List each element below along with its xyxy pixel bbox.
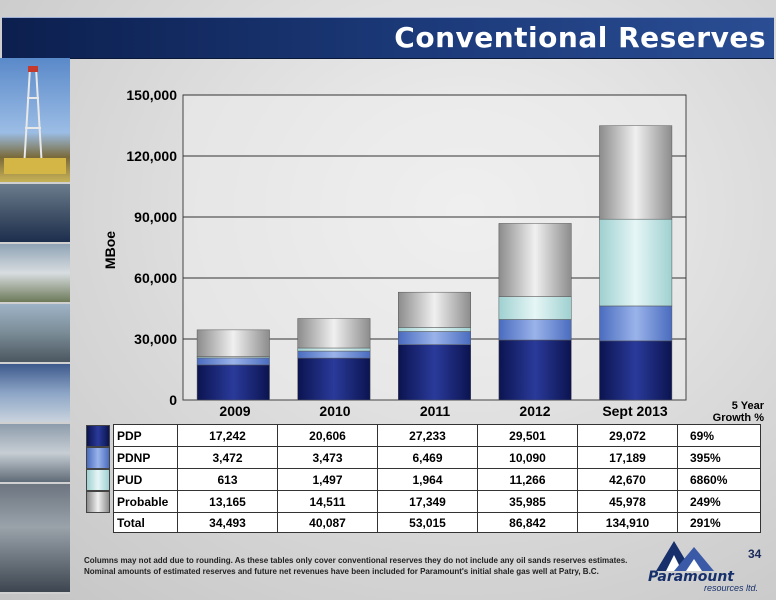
bars — [196, 125, 673, 401]
table-cell: 86,842 — [477, 512, 578, 533]
category-header-2011: 2011 — [419, 403, 451, 419]
company-logo: Paramount resources ltd. — [636, 537, 766, 593]
y-tick-label: 150,000 — [126, 87, 177, 103]
growth-header: 5 Year Growth % — [684, 400, 764, 424]
logo-name: Paramount — [648, 569, 734, 585]
row-label: PUD — [113, 468, 178, 491]
bar-segment-probable-2011 — [398, 291, 471, 328]
growth-cell: 6860% — [677, 468, 761, 491]
growth-header-line1: 5 Year — [731, 400, 764, 412]
bar-segment-pud-2011 — [398, 327, 471, 332]
table-cell: 11,266 — [477, 468, 578, 491]
bar-segment-probable-2010 — [297, 318, 371, 349]
table-cell: 14,511 — [277, 490, 378, 513]
table-cell: 3,472 — [177, 446, 278, 469]
table-row-pdnp: PDNP 3,472 3,473 6,469 10,090 17,189 395… — [85, 446, 761, 469]
table-cell: 613 — [177, 468, 278, 491]
legend-swatch-pdnp — [86, 446, 110, 469]
plant-photo — [0, 304, 70, 364]
photo-strip — [0, 58, 70, 594]
y-axis-ticks: 0 30,000 60,000 90,000 120,000 150,000 — [126, 87, 177, 408]
table-cell: 42,670 — [577, 468, 678, 491]
y-tick-label: 120,000 — [126, 148, 177, 164]
logo-subtitle: resources ltd. — [704, 583, 759, 593]
growth-cell: 395% — [677, 446, 761, 469]
table-cell: 10,090 — [477, 446, 578, 469]
bar-segment-pdp-2009 — [196, 364, 270, 401]
bar-segment-pdp-sept-2013 — [599, 340, 673, 401]
reserves-table: PDP 17,242 20,606 27,233 29,501 29,072 6… — [85, 424, 761, 533]
table-cell: 27,233 — [377, 424, 478, 447]
tank-photo — [0, 244, 70, 304]
slide-title: Conventional Reserves — [394, 21, 766, 54]
bar-segment-probable-2009 — [196, 329, 270, 357]
title-bar: Conventional Reserves — [2, 17, 774, 59]
category-header-2009: 2009 — [219, 403, 251, 419]
footnote: Columns may not add due to rounding. As … — [84, 556, 628, 576]
bar-segment-pdp-2010 — [297, 357, 371, 401]
table-cell: 34,493 — [177, 512, 278, 533]
bar-segment-pdp-2011 — [398, 344, 471, 401]
growth-header-line2: Growth % — [712, 412, 764, 424]
table-cell: 45,978 — [577, 490, 678, 513]
legend-swatch-pdp — [86, 424, 110, 447]
y-tick-label: 90,000 — [134, 209, 177, 225]
table-cell: 53,015 — [377, 512, 478, 533]
y-tick-label: 0 — [169, 392, 177, 408]
table-row-total: Total 34,493 40,087 53,015 86,842 134,91… — [85, 512, 761, 533]
row-label: Probable — [113, 490, 178, 513]
bar-segment-pud-sept-2013 — [599, 218, 673, 307]
table-row-pud: PUD 613 1,497 1,964 11,266 42,670 6860% — [85, 468, 761, 491]
table-cell: 6,469 — [377, 446, 478, 469]
y-tick-label: 30,000 — [134, 331, 177, 347]
drilling-rig-icon — [4, 66, 66, 174]
drilling-rig-photo — [0, 58, 70, 184]
growth-cell: 291% — [677, 512, 761, 533]
growth-cell: 249% — [677, 490, 761, 513]
category-header-2012: 2012 — [519, 403, 551, 419]
table-row-pdp: PDP 17,242 20,606 27,233 29,501 29,072 6… — [85, 424, 761, 447]
table-row-probable: Probable 13,165 14,511 17,349 35,985 45,… — [85, 490, 761, 513]
table-cell: 3,473 — [277, 446, 378, 469]
row-label: Total — [113, 512, 178, 533]
table-cell: 35,985 — [477, 490, 578, 513]
compressor-photo — [0, 484, 70, 594]
bar-segment-pdnp-2012 — [498, 319, 572, 341]
bar-segment-pud-2012 — [498, 296, 572, 320]
bar-segment-pdnp-sept-2013 — [599, 305, 673, 342]
y-axis-label: MBoe — [102, 231, 118, 269]
table-cell: 29,072 — [577, 424, 678, 447]
y-tick-label: 60,000 — [134, 270, 177, 286]
table-cell: 1,964 — [377, 468, 478, 491]
growth-cell: 69% — [677, 424, 761, 447]
bar-segment-pud-2010 — [297, 347, 371, 352]
table-cell: 20,606 — [277, 424, 378, 447]
table-cell: 40,087 — [277, 512, 378, 533]
bar-segment-pdnp-2011 — [398, 331, 471, 345]
category-header-2010: 2010 — [319, 403, 351, 419]
table-cell: 13,165 — [177, 490, 278, 513]
bar-segment-pdnp-2009 — [196, 357, 270, 366]
legend-swatch-pud — [86, 468, 110, 491]
table-cell: 29,501 — [477, 424, 578, 447]
bar-segment-pdnp-2010 — [297, 350, 371, 359]
bar-segment-pdp-2012 — [498, 339, 572, 401]
table-cell: 17,242 — [177, 424, 278, 447]
facility-photo — [0, 364, 70, 424]
row-label: PDNP — [113, 446, 178, 469]
mountain-logo-icon — [656, 541, 714, 571]
row-label: PDP — [113, 424, 178, 447]
category-header-sept-2013: Sept 2013 — [602, 403, 668, 419]
table-cell: 17,189 — [577, 446, 678, 469]
table-cell: 17,349 — [377, 490, 478, 513]
vessel-photo — [0, 424, 70, 484]
table-cell: 134,910 — [577, 512, 678, 533]
legend-swatch-probable — [86, 490, 110, 513]
page-number: 34 — [748, 547, 762, 561]
bar-segment-probable-2012 — [498, 223, 572, 297]
table-cell: 1,497 — [277, 468, 378, 491]
pipeline-photo — [0, 184, 70, 244]
bar-segment-probable-sept-2013 — [599, 125, 673, 220]
